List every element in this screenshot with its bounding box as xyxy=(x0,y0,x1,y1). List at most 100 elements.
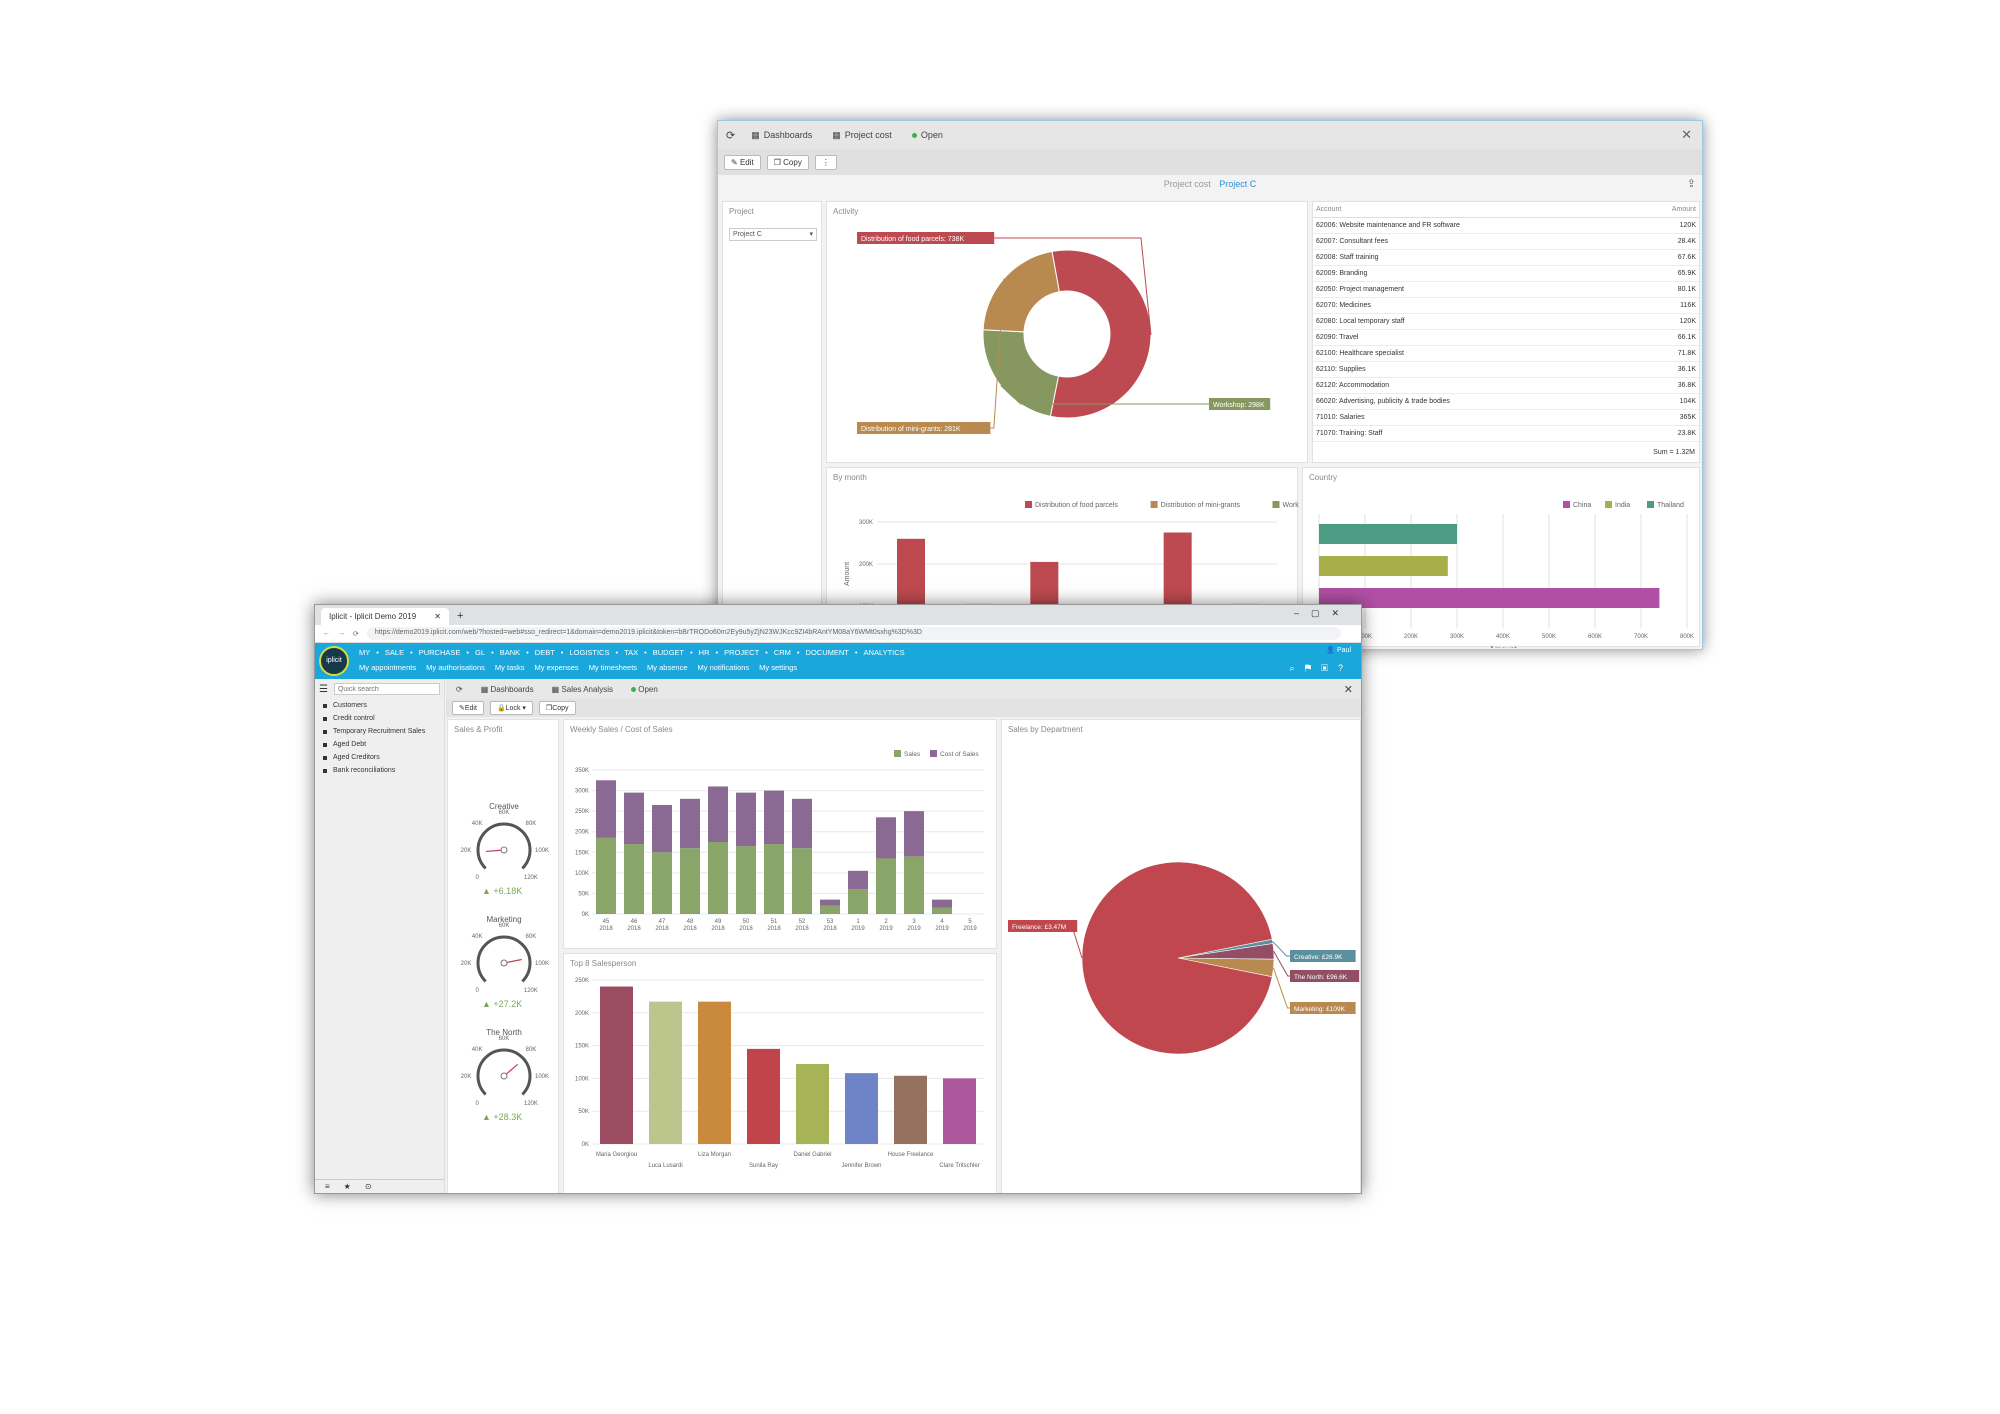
copy-button[interactable]: ❐Copy xyxy=(538,701,576,715)
stacked-bar-segment[interactable] xyxy=(904,856,924,914)
nav-my-link[interactable]: My notifications xyxy=(697,663,750,672)
stacked-bar-segment[interactable] xyxy=(876,858,896,914)
user-menu[interactable]: 👤 Paul xyxy=(1326,647,1351,654)
refresh-icon[interactable]: ⟳ xyxy=(726,129,736,142)
list-icon[interactable]: ≡ xyxy=(325,1182,330,1191)
stacked-bar-segment[interactable] xyxy=(624,844,644,914)
stacked-bar-segment[interactable] xyxy=(624,792,644,845)
tab-sales-analysis[interactable]: ▦ Sales Analysis xyxy=(551,684,613,694)
nav-my-link[interactable]: My timesheets xyxy=(588,663,638,672)
donut-slice[interactable] xyxy=(982,250,1060,333)
breadcrumb-project[interactable]: Project C xyxy=(1219,179,1257,189)
nav-my-link[interactable]: My expenses xyxy=(534,663,579,672)
sidebar-item[interactable]: Aged Creditors xyxy=(315,751,444,764)
stacked-bar-segment[interactable] xyxy=(820,905,840,914)
nav-module-item[interactable]: BANK xyxy=(499,648,521,657)
forward-icon[interactable]: → xyxy=(338,630,345,637)
close-icon[interactable]: ✕ xyxy=(1681,127,1692,142)
sidebar-item[interactable]: Bank reconciliations xyxy=(315,764,444,777)
stacked-bar-segment[interactable] xyxy=(792,848,812,914)
bar[interactable] xyxy=(600,986,633,1144)
bar[interactable] xyxy=(845,1073,878,1144)
stacked-bar-segment[interactable] xyxy=(736,846,756,914)
project-select[interactable]: Project C ▾ xyxy=(729,228,817,241)
nav-my-link[interactable]: My appointments xyxy=(359,663,417,672)
stacked-bar-segment[interactable] xyxy=(820,899,840,906)
nav-module-item[interactable]: DEBT xyxy=(534,648,555,657)
nav-module-item[interactable]: TAX xyxy=(624,648,639,657)
nav-module-item[interactable]: BUDGET xyxy=(652,648,685,657)
lock-button[interactable]: 🔒Lock ▾ xyxy=(489,701,533,715)
bar[interactable] xyxy=(649,1001,682,1144)
stacked-bar-segment[interactable] xyxy=(876,817,896,859)
quick-search-input[interactable] xyxy=(333,683,440,695)
tab-open[interactable]: Open xyxy=(911,130,943,140)
tab-dashboards[interactable]: ▦ Dashboards xyxy=(751,129,813,141)
table-row[interactable]: 62070: Medicines 116K xyxy=(1313,298,1699,314)
url-input[interactable]: https://demo2019.iplicit.com/web/?hosted… xyxy=(366,627,1341,640)
history-icon[interactable]: ⊙ xyxy=(364,1182,372,1191)
tab-open[interactable]: Open xyxy=(631,685,658,694)
table-row[interactable]: 62110: Supplies 36.1K xyxy=(1313,362,1699,378)
stacked-bar-segment[interactable] xyxy=(848,889,868,914)
nav-module-item[interactable]: PROJECT xyxy=(724,648,760,657)
bar[interactable] xyxy=(747,1048,780,1144)
stacked-bar-segment[interactable] xyxy=(596,780,616,838)
nav-my-link[interactable]: My tasks xyxy=(494,663,525,672)
bar[interactable] xyxy=(894,1075,927,1144)
window-controls[interactable]: –▢✕ xyxy=(1293,608,1351,618)
bar[interactable] xyxy=(1319,524,1457,544)
nav-module-item[interactable]: CRM xyxy=(773,648,791,657)
sidebar-item[interactable]: Temporary Recruitment Sales xyxy=(315,725,444,738)
table-row[interactable]: 62007: Consultant fees 28.4K xyxy=(1313,234,1699,250)
nav-module-item[interactable]: PURCHASE xyxy=(418,648,461,657)
stacked-bar-segment[interactable] xyxy=(680,798,700,849)
table-row[interactable]: 66020: Advertising, publicity & trade bo… xyxy=(1313,394,1699,410)
stacked-bar-segment[interactable] xyxy=(708,842,728,914)
table-row[interactable]: 71010: Salaries 365K xyxy=(1313,410,1699,426)
bar[interactable] xyxy=(796,1063,829,1144)
table-row[interactable]: 62008: Staff training 67.6K xyxy=(1313,250,1699,266)
nav-my-link[interactable]: My settings xyxy=(759,663,798,672)
calendar-icon[interactable]: ▣ xyxy=(1321,663,1338,673)
table-row[interactable]: 62006: Website maintenance and FR softwa… xyxy=(1313,218,1699,234)
stacked-bar-segment[interactable] xyxy=(904,811,924,857)
sidebar-item[interactable]: Aged Debt xyxy=(315,738,444,751)
nav-module-item[interactable]: DOCUMENT xyxy=(805,648,849,657)
menu-icon[interactable]: ☰ xyxy=(319,683,328,695)
flag-icon[interactable]: ⚑ xyxy=(1304,663,1322,673)
table-row[interactable]: 62050: Project management 80.1K xyxy=(1313,282,1699,298)
bar[interactable] xyxy=(943,1078,976,1144)
nav-my-link[interactable]: My authorisations xyxy=(426,663,485,672)
back-icon[interactable]: ← xyxy=(323,630,330,637)
stacked-bar-segment[interactable] xyxy=(708,786,728,842)
stacked-bar-segment[interactable] xyxy=(736,792,756,847)
nav-module-item[interactable]: ANALYTICS xyxy=(863,648,905,657)
stacked-bar-segment[interactable] xyxy=(932,907,952,914)
close-icon[interactable]: ✕ xyxy=(434,612,441,621)
sidebar-item[interactable]: Customers xyxy=(315,699,444,712)
bar[interactable] xyxy=(1319,556,1448,576)
table-row[interactable]: 62120: Accommodation 36.8K xyxy=(1313,378,1699,394)
donut-slice[interactable] xyxy=(1049,249,1152,419)
bar[interactable] xyxy=(1319,588,1660,608)
edit-button[interactable]: ✎ Edit xyxy=(724,154,761,170)
nav-module-item[interactable]: MY xyxy=(359,648,371,657)
stacked-bar-segment[interactable] xyxy=(792,798,812,849)
more-menu-button[interactable]: ⋮ xyxy=(814,154,837,170)
nav-module-item[interactable]: GL xyxy=(475,648,486,657)
copy-button[interactable]: ❐ Copy xyxy=(766,154,809,170)
browser-tab[interactable]: Iplicit - Iplicit Demo 2019 ✕ xyxy=(321,608,449,625)
nav-module-item[interactable]: HR xyxy=(698,648,710,657)
reload-icon[interactable]: ⟳ xyxy=(353,630,359,638)
tab-dashboards[interactable]: ▦ Dashboards xyxy=(480,684,534,694)
edit-button[interactable]: ✎Edit xyxy=(452,701,484,715)
stacked-bar-segment[interactable] xyxy=(652,804,672,853)
stacked-bar-segment[interactable] xyxy=(652,852,672,914)
pie-slice[interactable] xyxy=(1081,861,1273,1055)
tab-project-cost[interactable]: ▦ Project cost xyxy=(832,129,892,141)
sidebar-item[interactable]: Credit control xyxy=(315,712,444,725)
star-icon[interactable]: ★ xyxy=(343,1182,351,1191)
donut-slice[interactable] xyxy=(982,329,1060,417)
close-icon[interactable]: ✕ xyxy=(1343,683,1353,696)
